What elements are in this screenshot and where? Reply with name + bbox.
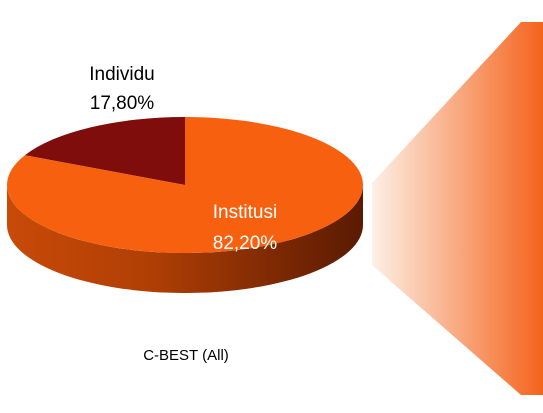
pie — [6, 117, 363, 293]
slice-value-label: 82,20% — [213, 233, 278, 254]
slice-label: Individu — [89, 64, 155, 85]
slice-label: Institusi — [213, 202, 277, 223]
pie-side — [7, 185, 363, 293]
slice-value-label: 17,80% — [90, 93, 155, 114]
decorative-shape — [372, 22, 543, 395]
chart-caption: C-BEST (All) — [143, 347, 229, 364]
pie-slice — [24, 117, 185, 185]
pie-slice — [6, 117, 363, 253]
